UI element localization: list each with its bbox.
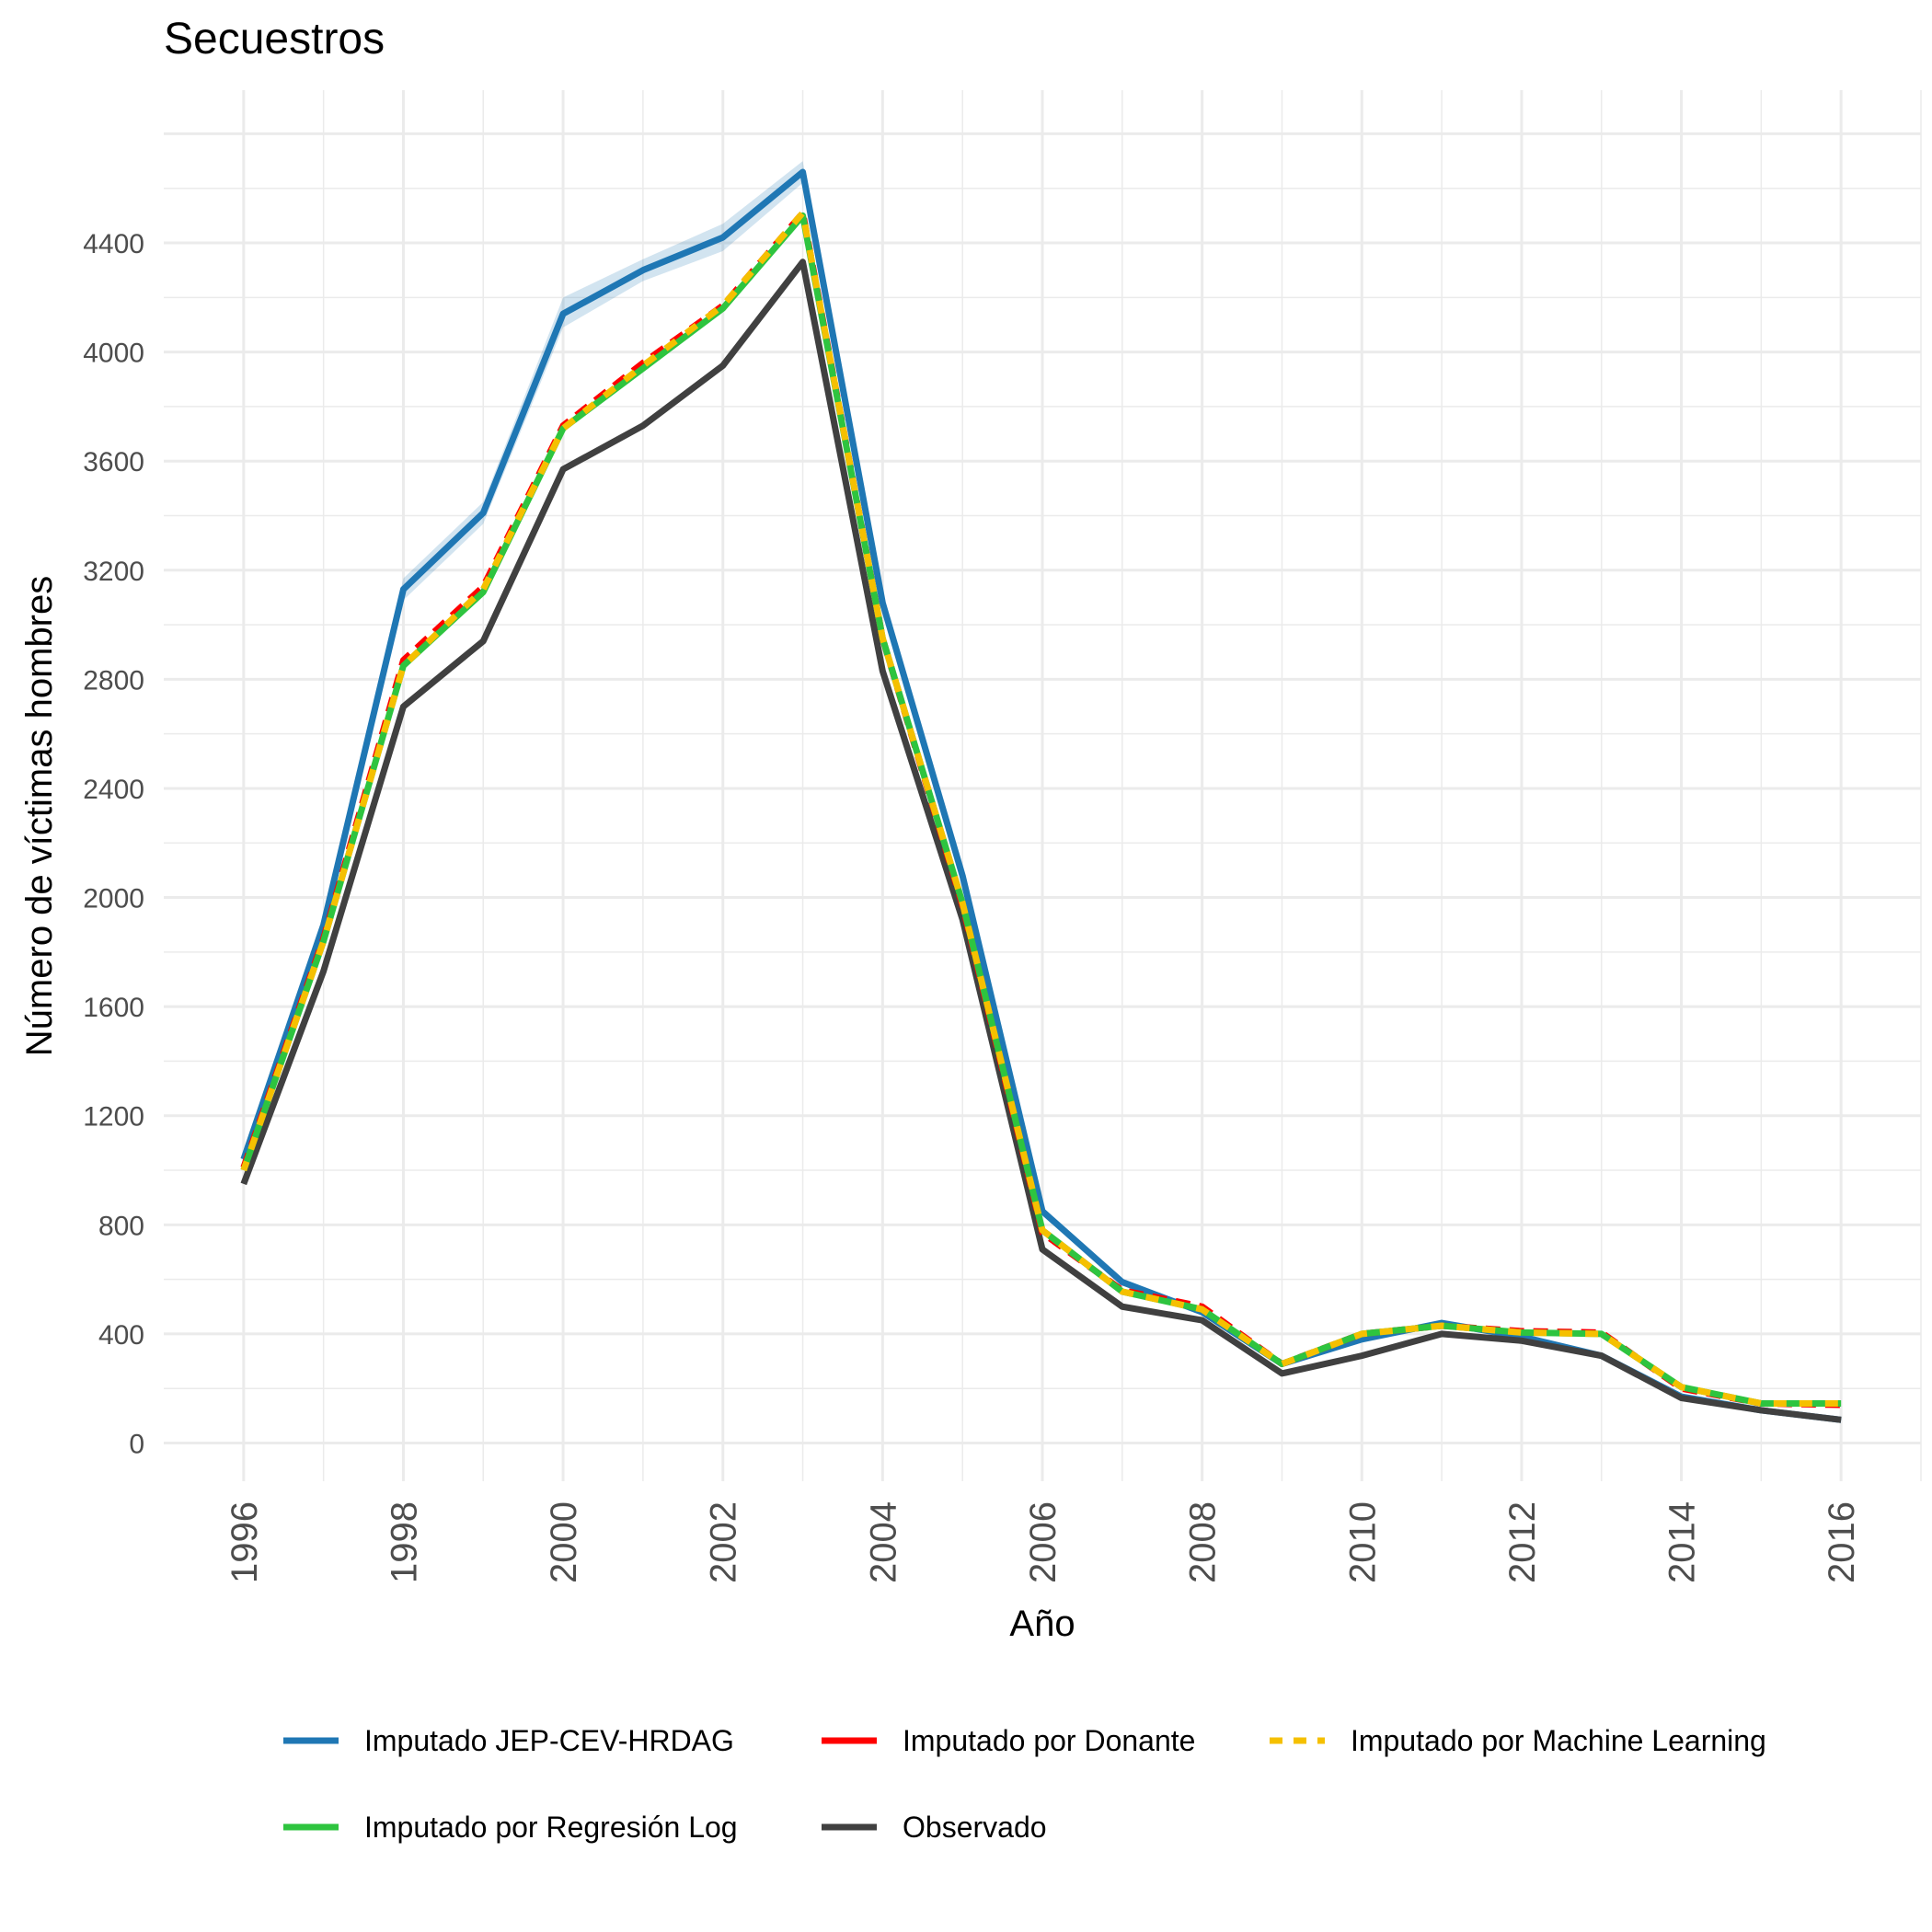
y-tick-label: 400: [98, 1320, 144, 1351]
y-axis-label: Número de víctimas hombres: [19, 576, 60, 1056]
x-tick-label: 2012: [1502, 1501, 1543, 1583]
y-tick-label: 0: [129, 1429, 144, 1459]
legend-label: Imputado JEP-CEV-HRDAG: [364, 1724, 734, 1757]
legend-label: Imputado por Regresión Log: [364, 1811, 738, 1844]
x-tick-label: 2000: [544, 1501, 584, 1583]
x-tick-label: 2006: [1023, 1501, 1064, 1583]
legend: Imputado JEP-CEV-HRDAG Imputado por Donan…: [283, 1724, 1766, 1844]
y-tick-label: 2400: [83, 775, 144, 805]
legend-label: Imputado por Machine Learning: [1351, 1724, 1766, 1757]
legend-label: Imputado por Donante: [903, 1724, 1195, 1757]
y-tick-label: 4000: [83, 339, 144, 369]
series-lines: [240, 168, 1842, 1423]
x-tick-label: 2008: [1183, 1501, 1224, 1583]
x-tick-label: 2002: [704, 1501, 744, 1583]
x-tick-label: 2004: [863, 1501, 903, 1583]
y-tick-label: 2800: [83, 665, 144, 696]
legend-item: Imputado por Regresión Log: [283, 1811, 738, 1844]
y-tick-label: 800: [98, 1211, 144, 1241]
series-line-4: [240, 259, 1842, 1423]
series-line-2: [240, 209, 1842, 1408]
y-tick-label: 1200: [83, 1102, 144, 1133]
y-tick-label: 2000: [83, 884, 144, 914]
x-tick-label: 2014: [1662, 1501, 1703, 1583]
x-tick-labels: 1996 1998 2000 2002 2004 2006 2008 2010 2012 2014…: [224, 1501, 1862, 1583]
y-tick-label: 1600: [83, 993, 144, 1023]
chart-title: Secuestros: [164, 15, 385, 63]
legend-item: Imputado JEP-CEV-HRDAG: [283, 1724, 734, 1757]
legend-item: Imputado por Donante: [822, 1724, 1195, 1757]
y-tick-label: 3200: [83, 557, 144, 587]
x-tick-label: 1996: [224, 1501, 265, 1583]
y-tick-labels: 0 400 800 1200 1600 2000 2400 2800 3200 3600 4000 4…: [83, 229, 144, 1459]
x-tick-label: 1998: [384, 1501, 424, 1583]
y-tick-label: 3600: [83, 447, 144, 477]
grid: [164, 90, 1922, 1481]
x-axis-label: Año: [1009, 1604, 1075, 1644]
legend-item: Observado: [822, 1811, 1047, 1844]
x-tick-label: 2010: [1342, 1501, 1383, 1583]
y-tick-label: 4400: [83, 229, 144, 259]
legend-item: Imputado por Machine Learning: [1270, 1724, 1766, 1757]
x-tick-label: 2016: [1822, 1501, 1862, 1583]
legend-label: Observado: [903, 1811, 1047, 1844]
